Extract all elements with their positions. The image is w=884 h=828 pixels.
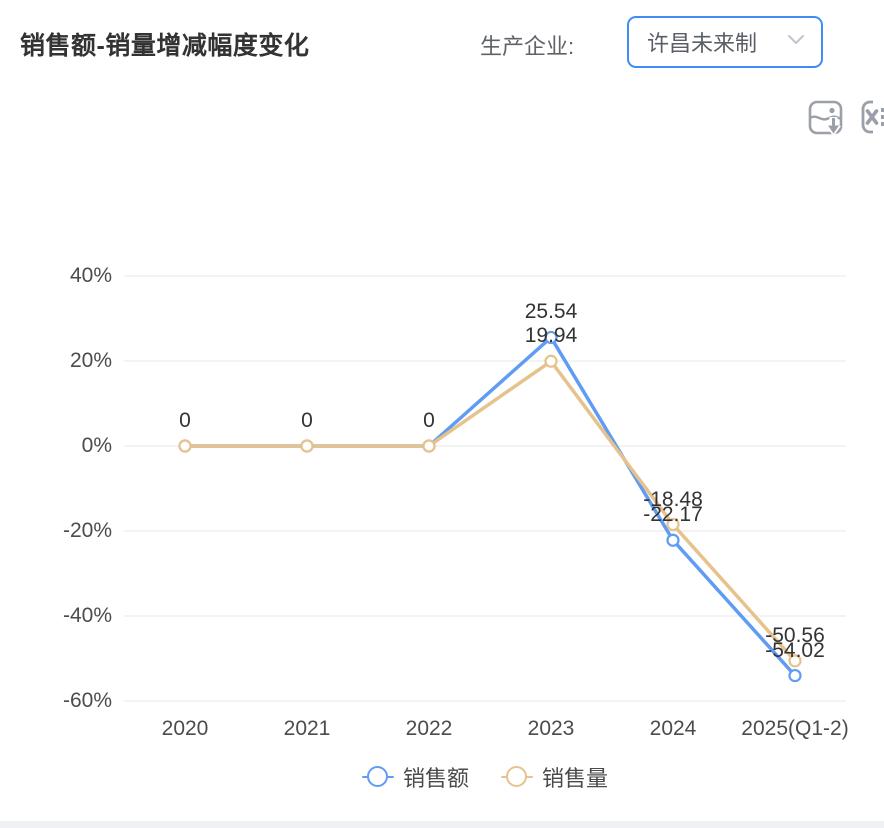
legend-label: 销售量 bbox=[542, 766, 609, 791]
y-axis-tick: -40% bbox=[62, 604, 112, 627]
data-point-label: -22.17 bbox=[643, 503, 703, 527]
sales-amount-legend-icon bbox=[361, 765, 394, 789]
y-axis-tick: 20% bbox=[69, 349, 112, 372]
data-point-label: 0 bbox=[179, 409, 191, 432]
chart-toolbar bbox=[806, 97, 884, 137]
data-point[interactable] bbox=[544, 354, 558, 368]
data-point[interactable] bbox=[178, 439, 192, 453]
y-axis-tick: -60% bbox=[62, 689, 112, 712]
page-title: 销售额-销量增减幅度变化 bbox=[20, 32, 310, 60]
data-point-label: -18.48 bbox=[643, 487, 703, 511]
data-point-label: 19.94 bbox=[524, 324, 578, 348]
data-point[interactable] bbox=[544, 330, 558, 345]
y-axis-tick: -20% bbox=[62, 519, 112, 542]
data-point[interactable] bbox=[666, 517, 680, 532]
data-point[interactable] bbox=[788, 668, 802, 683]
series-line bbox=[183, 359, 797, 663]
next-section-edge bbox=[0, 821, 884, 828]
y-axis-tick: 40% bbox=[69, 264, 112, 287]
x-axis-label: 2023 bbox=[527, 717, 575, 740]
legend-item-sales-volume[interactable]: 销售量 bbox=[501, 761, 608, 793]
x-axis-label: 2024 bbox=[649, 717, 697, 740]
producer-select[interactable]: 许昌未来制 bbox=[627, 16, 823, 68]
x-axis-label: 2025(Q1-2) bbox=[741, 717, 849, 740]
x-axis-label: 2021 bbox=[283, 717, 331, 740]
producer-select-value: 许昌未来制 bbox=[647, 31, 758, 56]
producer-filter-label: 生产企业: bbox=[480, 34, 575, 59]
chevron-down-icon bbox=[787, 33, 805, 51]
data-point-label: 25.54 bbox=[524, 300, 578, 324]
data-point-label: 0 bbox=[301, 409, 313, 432]
x-axis-label: 2020 bbox=[161, 717, 209, 740]
data-point[interactable] bbox=[788, 654, 802, 668]
chart-legend: 销售额 销售量 bbox=[124, 761, 846, 793]
data-point[interactable] bbox=[300, 439, 314, 453]
sales-volume-legend-icon bbox=[501, 765, 533, 789]
x-axis-label: 2022 bbox=[405, 717, 453, 740]
data-point-label: 0 bbox=[423, 409, 435, 432]
image-download-icon[interactable] bbox=[806, 97, 846, 137]
data-point-label: -54.02 bbox=[765, 638, 825, 662]
legend-item-sales-amount[interactable]: 销售额 bbox=[361, 761, 469, 793]
y-axis-tick: 0% bbox=[81, 434, 112, 457]
data-point[interactable] bbox=[666, 533, 680, 547]
excel-export-icon[interactable] bbox=[860, 97, 884, 137]
legend-label: 销售额 bbox=[402, 766, 469, 791]
data-point-label: -50.56 bbox=[765, 623, 825, 647]
data-point[interactable] bbox=[422, 439, 436, 453]
